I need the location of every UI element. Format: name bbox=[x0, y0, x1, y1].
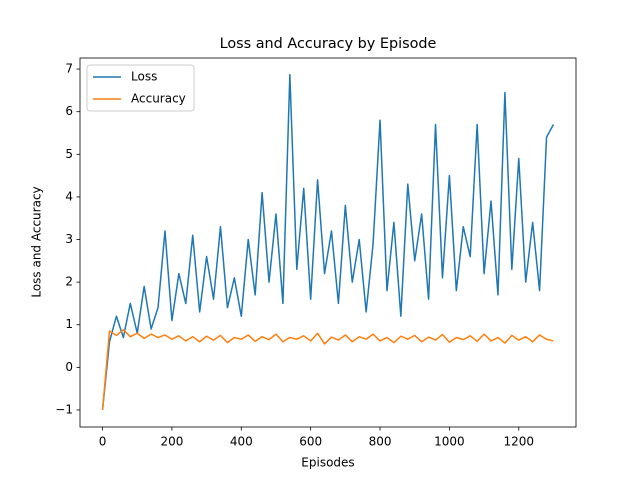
x-tick-label: 0 bbox=[99, 435, 107, 449]
axes-frame bbox=[79, 57, 577, 428]
x-tick-label: 400 bbox=[230, 435, 253, 449]
x-tick-label: 1000 bbox=[434, 435, 465, 449]
y-tick-label: 1 bbox=[65, 317, 73, 331]
y-tick-label: 5 bbox=[65, 147, 73, 161]
y-tick-label: 4 bbox=[65, 189, 73, 203]
x-tick-label: 600 bbox=[299, 435, 322, 449]
y-tick-label: 2 bbox=[65, 275, 73, 289]
y-tick-label: 3 bbox=[65, 232, 73, 246]
legend-label: Accuracy bbox=[131, 92, 186, 106]
y-tick-label: 7 bbox=[65, 62, 73, 76]
y-tick-label: 0 bbox=[65, 360, 73, 374]
y-tick-label: −1 bbox=[55, 402, 73, 416]
x-tick-label: 1200 bbox=[503, 435, 534, 449]
x-tick-label: 800 bbox=[369, 435, 392, 449]
y-axis-label: Loss and Accuracy bbox=[30, 186, 44, 297]
y-tick-label: 6 bbox=[65, 104, 73, 118]
legend-label: Loss bbox=[131, 70, 157, 84]
line-series bbox=[101, 329, 554, 411]
x-tick-label: 200 bbox=[160, 435, 183, 449]
chart-title: Loss and Accuracy by Episode bbox=[220, 36, 437, 52]
line-series bbox=[101, 73, 555, 411]
x-axis-label: Episodes bbox=[301, 456, 354, 470]
